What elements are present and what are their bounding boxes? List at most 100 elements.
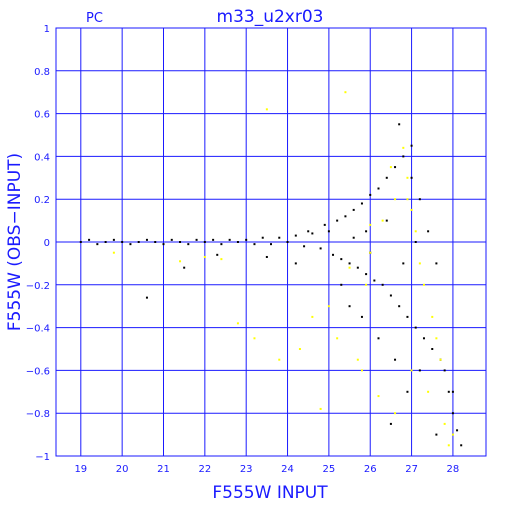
data-point — [336, 337, 339, 340]
data-point — [398, 123, 401, 126]
y-tick-label: 0 — [44, 238, 50, 249]
x-tick-label: 22 — [198, 464, 211, 475]
y-tick-label: 0.2 — [34, 195, 50, 206]
data-point — [104, 241, 107, 243]
data-point — [327, 305, 330, 308]
data-point — [340, 258, 343, 261]
data-point — [253, 337, 256, 340]
data-point — [435, 433, 438, 436]
data-point — [414, 241, 417, 243]
data-point — [365, 283, 368, 286]
data-point — [394, 198, 397, 201]
data-point — [79, 241, 82, 243]
data-point — [410, 176, 413, 179]
data-point — [265, 108, 268, 111]
data-point — [303, 245, 306, 248]
data-point — [394, 358, 397, 361]
data-point — [265, 255, 268, 258]
data-point — [460, 444, 463, 447]
data-point — [121, 241, 124, 243]
data-point — [360, 369, 363, 372]
data-point — [332, 253, 335, 256]
data-point — [270, 243, 272, 246]
data-point — [451, 390, 454, 393]
data-point — [435, 337, 438, 340]
x-tick-label: 20 — [116, 464, 129, 475]
x-tick-label: 28 — [447, 464, 460, 475]
y-tick-label: −0.6 — [26, 366, 50, 377]
data-point — [253, 243, 256, 246]
data-point — [294, 234, 297, 237]
data-point — [344, 91, 347, 94]
data-point — [418, 198, 421, 201]
data-point — [389, 294, 392, 297]
data-point — [410, 208, 413, 211]
data-point — [431, 315, 434, 318]
chart-title: m33_u2xr03 — [217, 7, 324, 27]
data-point — [451, 412, 454, 415]
data-point — [212, 238, 215, 241]
data-point — [443, 369, 446, 372]
data-point — [348, 305, 351, 308]
y-tick-label: 0.4 — [34, 152, 50, 163]
data-point — [278, 236, 281, 239]
y-tick-label: 1 — [44, 24, 50, 35]
x-tick-label: 19 — [74, 464, 87, 475]
data-point — [406, 390, 409, 393]
data-point — [261, 236, 264, 239]
data-point — [402, 146, 405, 149]
data-point — [410, 144, 413, 147]
x-tick-label: 27 — [405, 464, 418, 475]
data-point — [286, 241, 289, 243]
data-point — [377, 187, 380, 190]
data-point — [381, 283, 384, 286]
data-point — [183, 266, 186, 269]
data-point — [377, 337, 380, 340]
data-point — [319, 407, 322, 410]
data-point — [369, 193, 372, 196]
data-point — [187, 243, 190, 246]
data-point — [402, 155, 405, 158]
data-point — [410, 369, 413, 372]
data-point — [406, 198, 409, 201]
data-point — [112, 238, 115, 241]
data-point — [203, 241, 206, 243]
data-point — [145, 238, 148, 241]
data-point — [360, 315, 363, 318]
data-point — [398, 305, 401, 308]
data-point — [414, 230, 417, 233]
data-point — [356, 358, 359, 361]
data-point — [389, 422, 392, 425]
data-point — [422, 337, 425, 340]
data-point — [394, 412, 397, 415]
data-point — [228, 238, 231, 241]
x-tick-label: 25 — [323, 464, 336, 475]
y-tick-label: −1 — [35, 452, 50, 463]
data-point — [179, 260, 182, 263]
plot-frame — [55, 27, 487, 457]
data-point — [414, 326, 417, 329]
data-point — [447, 444, 450, 447]
data-point — [220, 243, 223, 246]
data-point — [170, 238, 173, 241]
tick-labels: 19 20 21 22 23 24 25 26 27 28 −1 −0.8 −0.6 −0.4 −0.2 0 0… — [26, 24, 460, 475]
data-point — [381, 219, 384, 222]
y-axis-label: F555W (OBS−INPUT) — [5, 153, 25, 331]
data-point — [311, 232, 314, 235]
data-point — [356, 266, 359, 269]
data-point — [294, 262, 297, 265]
data-point — [195, 238, 198, 241]
data-point — [236, 322, 239, 325]
data-point — [451, 433, 454, 436]
data-point — [236, 241, 239, 243]
data-point — [435, 262, 438, 265]
x-tick-label: 24 — [281, 464, 294, 475]
y-tick-label: −0.2 — [26, 281, 50, 292]
data-point — [456, 429, 459, 432]
data-point — [385, 176, 388, 179]
data-point — [422, 283, 425, 286]
data-point — [344, 215, 347, 218]
data-point — [348, 262, 351, 265]
data-point — [352, 236, 355, 239]
